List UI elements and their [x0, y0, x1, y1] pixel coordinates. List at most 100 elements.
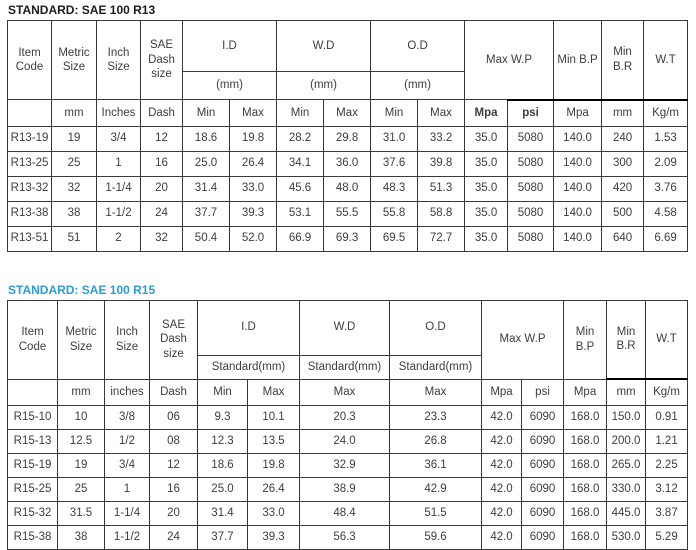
table-cell: 168.0	[564, 406, 607, 430]
unit-cell: Kg/m	[644, 100, 688, 127]
table-cell: 2	[97, 226, 141, 251]
table-cell: 33.0	[230, 176, 277, 201]
table-cell: 5080	[508, 176, 554, 201]
table-cell: 18.6	[198, 454, 248, 478]
unit-cell	[8, 100, 52, 127]
table-cell: 12	[150, 454, 198, 478]
table-cell: 6090	[522, 478, 564, 502]
unit-cell: mm	[58, 379, 105, 406]
col-header-item-code: Item Code	[8, 300, 58, 379]
table-cell: R15-19	[8, 454, 58, 478]
table-cell: 3.76	[644, 176, 688, 201]
unit-cell-psi: psi	[522, 379, 564, 406]
table-cell: R15-38	[8, 526, 58, 550]
col-header-od: O.D	[371, 21, 465, 72]
table-cell: 20	[150, 502, 198, 526]
table-cell: 42.0	[482, 406, 522, 430]
unit-cell: mm	[52, 100, 97, 127]
table-cell: 1-1/2	[105, 526, 150, 550]
table-cell: 51.3	[418, 176, 465, 201]
table-cell: 1.53	[644, 126, 688, 151]
table-cell: 445.0	[607, 502, 646, 526]
table-cell: 5080	[508, 126, 554, 151]
table-cell: 69.3	[324, 226, 371, 251]
table-cell: 2.09	[644, 151, 688, 176]
table-cell: 140.0	[554, 226, 602, 251]
table-cell: 29.8	[324, 126, 371, 151]
table-cell: R13-32	[8, 176, 52, 201]
table-cell: 25	[52, 151, 97, 176]
table-cell: 265.0	[607, 454, 646, 478]
table-cell: 6090	[522, 502, 564, 526]
table-cell: 140.0	[554, 151, 602, 176]
col-header-metric-size: Metric Size	[52, 21, 97, 100]
table-cell: 12.3	[198, 430, 248, 454]
unit-cell: Max	[248, 379, 300, 406]
unit-cell: Min	[198, 379, 248, 406]
col-header-id: I.D	[198, 300, 300, 355]
subheader-wd-standard-mm: Standard(mm)	[300, 355, 390, 379]
table-cell: 36.0	[324, 151, 371, 176]
table-cell: 5080	[508, 226, 554, 251]
table-cell: 18.6	[183, 126, 230, 151]
subheader-od-standard-mm: Standard(mm)	[390, 355, 482, 379]
table-cell: R13-51	[8, 226, 52, 251]
table-cell: 5080	[508, 201, 554, 226]
table-cell: 66.9	[277, 226, 324, 251]
table-cell: 1.21	[646, 430, 688, 454]
unit-cell: Min	[277, 100, 324, 127]
col-header-wt: W.T	[646, 300, 688, 379]
table-cell: 58.8	[418, 201, 465, 226]
table-cell: 6.69	[644, 226, 688, 251]
table-cell: 45.6	[277, 176, 324, 201]
col-header-min-bp: Min B.P	[554, 21, 602, 100]
table-cell: R15-32	[8, 502, 58, 526]
table-cell: 31.5	[58, 502, 105, 526]
col-header-wd: W.D	[277, 21, 371, 72]
table-cell: 59.6	[390, 526, 482, 550]
subheader-id-mm: (mm)	[183, 72, 277, 100]
unit-cell-mpa: Mpa	[465, 100, 508, 127]
table-cell: R13-38	[8, 201, 52, 226]
unit-cell	[8, 379, 58, 406]
table-cell: 2.25	[646, 454, 688, 478]
table-cell: 25	[58, 478, 105, 502]
table-cell: 20.3	[300, 406, 390, 430]
table-cell: 168.0	[564, 430, 607, 454]
table-cell: 26.4	[230, 151, 277, 176]
standard-r15-title: STANDARD: SAE 100 R15	[8, 283, 689, 297]
table-cell: 3/4	[105, 454, 150, 478]
unit-cell: Min	[183, 100, 230, 127]
table-cell: 19	[58, 454, 105, 478]
table-cell: 6090	[522, 430, 564, 454]
col-header-min-br: Min B.R	[602, 21, 644, 100]
table-cell: 37.6	[371, 151, 418, 176]
table-cell: 168.0	[564, 478, 607, 502]
table-cell: R15-13	[8, 430, 58, 454]
table-cell: 56.3	[300, 526, 390, 550]
table-cell: 38	[52, 201, 97, 226]
unit-cell: Dash	[150, 379, 198, 406]
table-cell: 26.4	[248, 478, 300, 502]
table-cell: 31.0	[371, 126, 418, 151]
col-header-min-br: Min B.R	[607, 300, 646, 379]
table-cell: 34.1	[277, 151, 324, 176]
table-cell: 53.1	[277, 201, 324, 226]
table-cell: 6090	[522, 454, 564, 478]
table-cell: 9.3	[198, 406, 248, 430]
table-cell: 26.8	[390, 430, 482, 454]
unit-cell: inches	[105, 379, 150, 406]
table-cell: 32	[52, 176, 97, 201]
subheader-id-standard-mm: Standard(mm)	[198, 355, 300, 379]
table-cell: 31.4	[198, 502, 248, 526]
table-cell: 28.2	[277, 126, 324, 151]
col-header-metric-size: Metric Size	[58, 300, 105, 379]
